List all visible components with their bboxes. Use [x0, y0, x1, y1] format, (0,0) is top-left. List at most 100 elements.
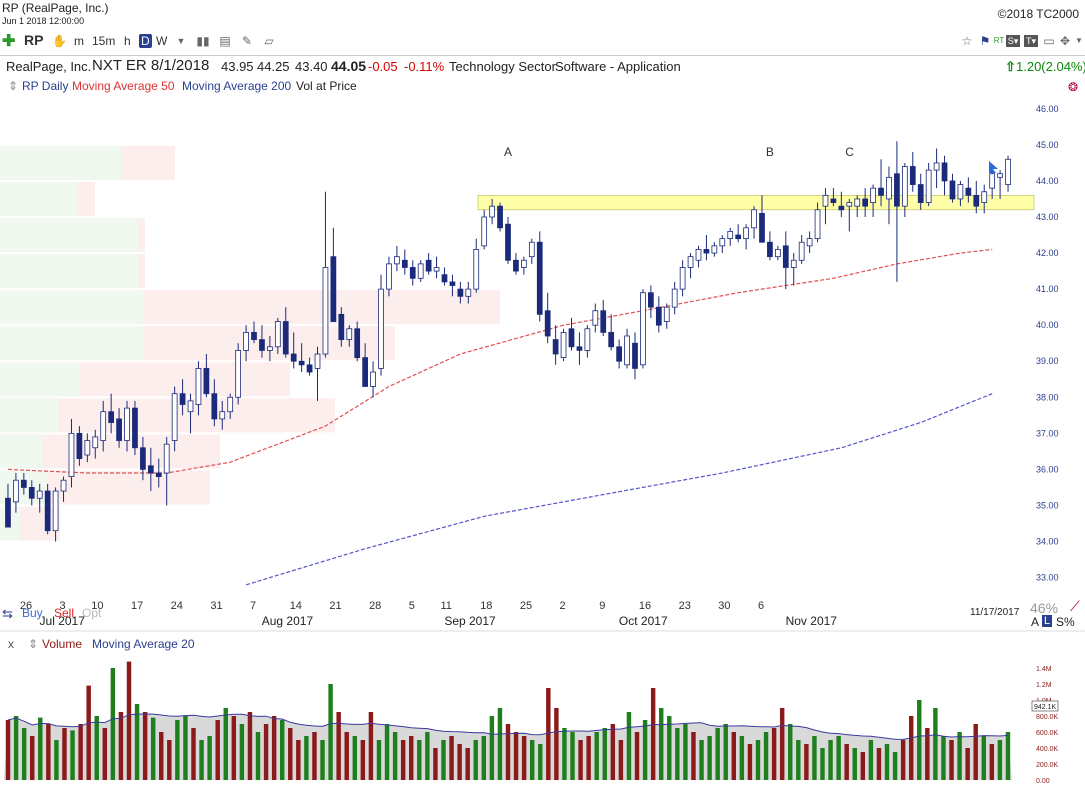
- candle-body: [814, 209, 821, 240]
- indicator-icon[interactable]: ▤: [219, 34, 231, 48]
- note-icon[interactable]: ▱: [264, 34, 274, 48]
- price-tick-label: 43.00: [1036, 212, 1059, 222]
- industry: Software - Application: [555, 59, 681, 74]
- legend-ma200[interactable]: Moving Average 200: [182, 79, 292, 93]
- rt-icon[interactable]: RT: [993, 36, 1005, 45]
- x-tick-label: 2: [560, 600, 566, 612]
- interval-weekly[interactable]: W: [156, 34, 168, 48]
- volume-label[interactable]: Volume: [42, 637, 83, 651]
- candle-body: [330, 256, 337, 322]
- menu-chevron-icon[interactable]: ▼: [1075, 36, 1083, 45]
- candle-body: [774, 249, 781, 258]
- volume-bar: [796, 740, 801, 780]
- candle-body: [370, 371, 376, 387]
- volume-bar: [497, 708, 503, 780]
- star-icon[interactable]: ☆: [961, 34, 973, 48]
- volume-bar: [586, 736, 591, 780]
- candle-body: [925, 169, 932, 203]
- volume-bar: [804, 744, 809, 780]
- candle-body: [481, 216, 488, 247]
- volume-bar: [836, 736, 841, 780]
- bar-chart-icon[interactable]: ▮▮: [196, 34, 210, 48]
- move-icon[interactable]: ✥: [1059, 34, 1071, 48]
- interval-1m[interactable]: m: [74, 34, 84, 48]
- scale-icon[interactable]: ⟋: [1070, 598, 1080, 614]
- volume-bar: [21, 728, 27, 780]
- flag-icon[interactable]: ⚑: [979, 34, 991, 48]
- candle-body: [274, 321, 281, 348]
- legend-series[interactable]: RP Daily: [22, 79, 69, 93]
- quote-bar: RealPage, Inc. NXT ER 8/1/2018 43.95 44.…: [0, 55, 1085, 75]
- volume-bar: [884, 744, 890, 780]
- candle-body: [195, 368, 202, 405]
- volume-bar: [562, 728, 567, 780]
- buy-button[interactable]: Buy: [22, 606, 43, 620]
- candle-body: [100, 411, 107, 441]
- pencil-icon[interactable]: ✎: [241, 34, 253, 48]
- interval-daily[interactable]: D: [139, 34, 152, 48]
- annotation-label: C: [845, 145, 854, 159]
- candle-body: [997, 173, 1003, 178]
- candle-body: [552, 339, 559, 355]
- hand-icon[interactable]: ✋: [52, 34, 67, 48]
- candle-body: [854, 198, 861, 207]
- candle-body: [592, 310, 599, 326]
- candle-body: [767, 241, 773, 258]
- legend-vap[interactable]: Vol at Price: [296, 79, 357, 93]
- volume-bar: [578, 740, 583, 780]
- volume-bar: [207, 736, 212, 780]
- volume-bar: [134, 704, 140, 780]
- volume-drag-icon[interactable]: ⇕: [28, 637, 39, 651]
- volume-bar: [296, 740, 301, 780]
- candle-body: [894, 173, 900, 207]
- x-tick-label: 16: [639, 600, 651, 612]
- volume-ma-label[interactable]: Moving Average 20: [92, 637, 195, 651]
- symbol-field[interactable]: RP: [24, 32, 44, 48]
- candle-body: [298, 360, 305, 366]
- volume-bar: [554, 708, 559, 780]
- quote-last: 44.05: [331, 58, 367, 74]
- volume-bar: [425, 732, 430, 780]
- candle-body: [703, 249, 710, 254]
- scale-pct-button[interactable]: S%: [1056, 615, 1075, 629]
- scale-log-button[interactable]: L: [1042, 615, 1053, 627]
- candle-body: [243, 331, 249, 351]
- candle-body: [806, 238, 813, 247]
- candle-body: [20, 479, 27, 488]
- x-tick-label: 9: [599, 600, 605, 612]
- volume-bar: [271, 716, 277, 780]
- candle-body: [92, 436, 99, 449]
- chevron-down-icon[interactable]: ▼: [176, 36, 186, 46]
- x-tick-label: 23: [679, 600, 691, 612]
- volume-bar: [844, 744, 849, 780]
- settings-icon[interactable]: ❂: [1068, 80, 1079, 94]
- candle-body: [973, 194, 980, 207]
- x-tick-label: 30: [718, 600, 730, 612]
- x-tick-label: 6: [758, 600, 764, 612]
- candle-body: [735, 234, 742, 240]
- volume-bar: [239, 724, 245, 780]
- volume-bar: [360, 740, 366, 780]
- interval-hour[interactable]: h: [124, 34, 131, 48]
- ma200-line: [245, 393, 993, 586]
- interval-15m[interactable]: 15m: [92, 34, 116, 48]
- scale-auto-button[interactable]: A: [1031, 615, 1040, 629]
- close-volume-button[interactable]: x: [8, 637, 14, 651]
- candle-body: [687, 256, 694, 268]
- volume-bar: [368, 712, 374, 780]
- window-icon[interactable]: ▭: [1043, 34, 1055, 48]
- scan-icon[interactable]: S▾: [1006, 35, 1020, 47]
- sell-button[interactable]: Sell: [54, 606, 75, 620]
- candle-body: [346, 328, 353, 340]
- option-button[interactable]: Opt: [82, 606, 102, 620]
- volume-bar: [650, 688, 656, 780]
- drag-handle-icon[interactable]: ⇕: [8, 79, 19, 93]
- volume-bar: [126, 661, 132, 780]
- volume-bar: [779, 708, 785, 780]
- arrow-marker-icon: [989, 161, 998, 173]
- legend-ma50[interactable]: Moving Average 50: [72, 79, 175, 93]
- add-icon[interactable]: ✚: [2, 33, 16, 50]
- volume-bar: [981, 736, 986, 780]
- text-icon[interactable]: T▾: [1024, 35, 1038, 47]
- trade-icon[interactable]: ⇆: [2, 606, 13, 621]
